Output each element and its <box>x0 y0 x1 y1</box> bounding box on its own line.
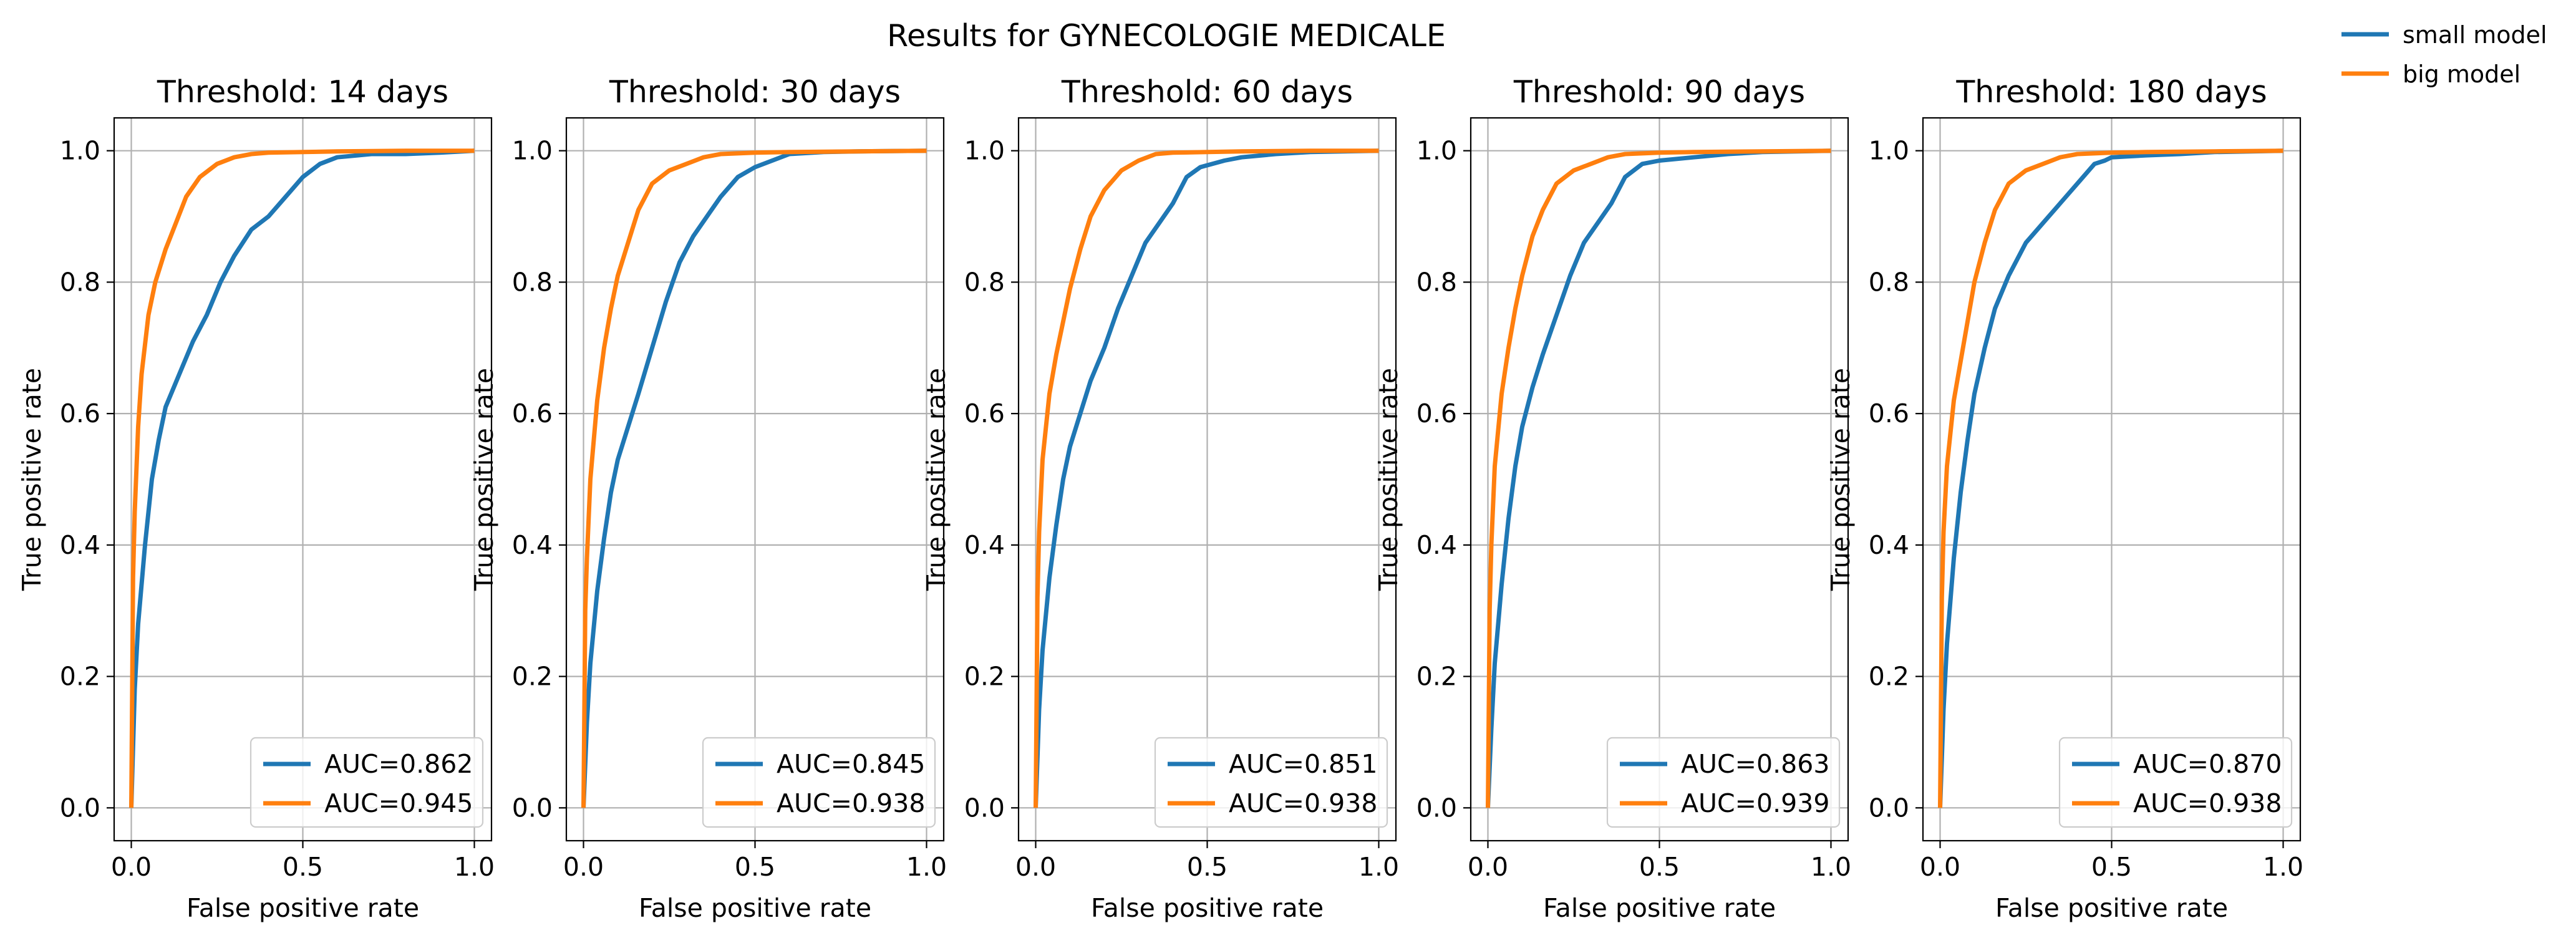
figure-legend: small model big model <box>2341 21 2547 88</box>
roc-curve-small-1 <box>581 148 927 808</box>
y-tick-label: 0.6 <box>1869 399 1909 428</box>
x-tick-label: 1.0 <box>454 852 495 882</box>
y-tick-label: 0.0 <box>964 793 1005 823</box>
legend-label: AUC=0.863 <box>1681 749 1829 779</box>
y-tick-label: 0.6 <box>964 399 1005 428</box>
roc-curve-big-0 <box>129 148 475 808</box>
roc-curve-big-1 <box>581 148 927 808</box>
legend-label: AUC=0.862 <box>324 749 473 779</box>
subplot-3: 0.0 0.5 1.0 0.0 0.2 0.4 0.6 0.8 1.0 Threshold: 90… <box>1373 74 1851 923</box>
x-tick-label: 0.0 <box>1468 852 1508 882</box>
legend-label: AUC=0.945 <box>324 788 473 818</box>
x-tick-label: 0.5 <box>1639 852 1680 882</box>
legend-label: AUC=0.938 <box>2133 788 2282 818</box>
y-tick-label: 0.8 <box>1869 267 1909 297</box>
y-axis-label: True positive rate <box>1826 368 1856 591</box>
x-tick-label: 1.0 <box>906 852 947 882</box>
roc-curve-small-0 <box>129 148 475 808</box>
y-tick-label: 0.6 <box>512 399 553 428</box>
figure-title: Results for GYNECOLOGIE MEDICALE <box>887 18 1446 54</box>
roc-curve-small-2 <box>1034 148 1379 808</box>
x-axis-label: False positive rate <box>1995 893 2228 923</box>
subplot-title: Threshold: 14 days <box>157 74 448 110</box>
roc-curve-big-2 <box>1034 148 1379 808</box>
subplot-title: Threshold: 180 days <box>1955 74 2267 110</box>
subplot-4: 0.0 0.5 1.0 0.0 0.2 0.4 0.6 0.8 1.0 Threshold: 18… <box>1826 74 2303 923</box>
y-tick-label: 0.4 <box>1416 530 1457 560</box>
x-tick-label: 0.0 <box>1015 852 1056 882</box>
x-tick-label: 0.0 <box>111 852 152 882</box>
y-axis-label: True positive rate <box>469 368 499 591</box>
y-tick-label: 0.2 <box>60 662 100 692</box>
y-tick-label: 0.8 <box>1416 267 1457 297</box>
x-tick-label: 1.0 <box>2263 852 2303 882</box>
roc-curve-small-4 <box>1938 148 2283 808</box>
y-tick-label: 0.4 <box>512 530 553 560</box>
y-tick-label: 0.0 <box>1416 793 1457 823</box>
y-tick-label: 1.0 <box>512 136 553 166</box>
figure-legend-label-1: big model <box>2403 60 2520 88</box>
y-tick-label: 0.2 <box>512 662 553 692</box>
y-tick-label: 0.8 <box>60 267 100 297</box>
y-tick-label: 0.0 <box>512 793 553 823</box>
y-tick-label: 0.0 <box>1869 793 1909 823</box>
y-axis-label: True positive rate <box>1373 368 1403 591</box>
x-tick-label: 0.0 <box>1920 852 1960 882</box>
subplot-0: 0.0 0.5 1.0 0.0 0.2 0.4 0.6 0.8 1.0 Threshold: 14… <box>17 74 495 923</box>
subplot-2: 0.0 0.5 1.0 0.0 0.2 0.4 0.6 0.8 1.0 Threshold: 60… <box>921 74 1399 923</box>
y-tick-label: 0.4 <box>1869 530 1909 560</box>
subplot-legend: AUC=0.870 AUC=0.938 <box>2058 737 2293 828</box>
subplot-legend: AUC=0.862 AUC=0.945 <box>249 737 484 828</box>
x-tick-label: 0.5 <box>1187 852 1227 882</box>
legend-label: AUC=0.938 <box>777 788 925 818</box>
y-tick-label: 1.0 <box>60 136 100 166</box>
y-tick-label: 1.0 <box>964 136 1005 166</box>
roc-curve-big-4 <box>1938 148 2283 808</box>
y-tick-label: 0.0 <box>60 793 100 823</box>
y-tick-label: 0.2 <box>1416 662 1457 692</box>
subplot-title: Threshold: 90 days <box>1513 74 1805 110</box>
y-tick-label: 0.4 <box>964 530 1005 560</box>
y-tick-label: 1.0 <box>1869 136 1909 166</box>
subplot-title: Threshold: 30 days <box>609 74 901 110</box>
legend-label: AUC=0.939 <box>1681 788 1829 818</box>
subplot-legend: AUC=0.863 AUC=0.939 <box>1606 737 1841 828</box>
y-tick-label: 0.4 <box>60 530 100 560</box>
x-tick-label: 0.0 <box>563 852 604 882</box>
x-axis-label: False positive rate <box>1091 893 1324 923</box>
legend-label: AUC=0.845 <box>777 749 925 779</box>
y-tick-label: 0.2 <box>1869 662 1909 692</box>
x-tick-label: 1.0 <box>1358 852 1399 882</box>
roc-curve-small-3 <box>1486 148 1831 808</box>
y-tick-label: 0.6 <box>60 399 100 428</box>
y-tick-label: 0.8 <box>964 267 1005 297</box>
x-tick-label: 0.5 <box>283 852 323 882</box>
y-tick-label: 0.6 <box>1416 399 1457 428</box>
subplots: 0.0 0.5 1.0 0.0 0.2 0.4 0.6 0.8 1.0 Threshold: 14… <box>17 74 2303 923</box>
x-axis-label: False positive rate <box>639 893 871 923</box>
y-axis-label: True positive rate <box>921 368 951 591</box>
roc-curve-big-3 <box>1486 148 1831 808</box>
subplot-1: 0.0 0.5 1.0 0.0 0.2 0.4 0.6 0.8 1.0 Threshold: 30… <box>469 74 947 923</box>
x-axis-label: False positive rate <box>186 893 419 923</box>
subplot-legend: AUC=0.845 AUC=0.938 <box>702 737 936 828</box>
x-tick-label: 0.5 <box>2091 852 2132 882</box>
subplot-legend: AUC=0.851 AUC=0.938 <box>1154 737 1388 828</box>
y-tick-label: 0.2 <box>964 662 1005 692</box>
y-tick-label: 1.0 <box>1416 136 1457 166</box>
x-tick-label: 0.5 <box>735 852 775 882</box>
subplot-title: Threshold: 60 days <box>1061 74 1353 110</box>
legend-label: AUC=0.870 <box>2133 749 2282 779</box>
legend-label: AUC=0.938 <box>1229 788 1377 818</box>
figure-legend-label-0: small model <box>2403 21 2547 49</box>
legend-label: AUC=0.851 <box>1229 749 1377 779</box>
y-axis-label: True positive rate <box>17 368 47 591</box>
x-axis-label: False positive rate <box>1543 893 1776 923</box>
y-tick-label: 0.8 <box>512 267 553 297</box>
x-tick-label: 1.0 <box>1811 852 1851 882</box>
